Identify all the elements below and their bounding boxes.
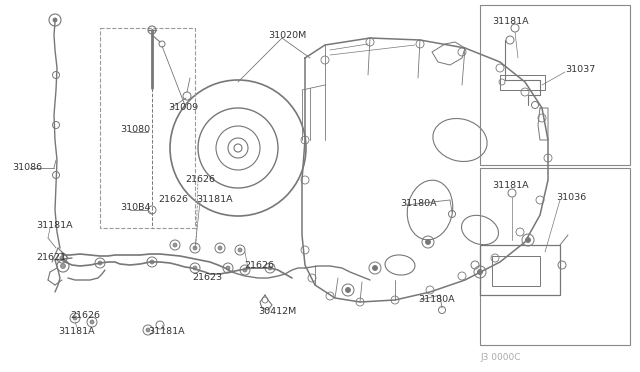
Text: 31181A: 31181A: [492, 180, 529, 189]
Circle shape: [61, 263, 65, 269]
Text: 31180A: 31180A: [418, 295, 454, 305]
Text: 21623: 21623: [192, 273, 222, 282]
Bar: [492, 256, 540, 286]
Text: 31020M: 31020M: [268, 32, 307, 41]
Circle shape: [372, 266, 378, 270]
Text: 31181A: 31181A: [58, 327, 95, 337]
Bar: [480, 245, 560, 295]
Text: 31037: 31037: [565, 65, 595, 74]
Circle shape: [243, 268, 247, 272]
Bar: [480, 5, 630, 165]
Circle shape: [193, 246, 197, 250]
Text: 310B4: 310B4: [120, 203, 150, 212]
Text: 21626: 21626: [185, 176, 215, 185]
Circle shape: [346, 288, 351, 292]
Text: 31086: 31086: [12, 164, 42, 173]
Text: 21626: 21626: [158, 196, 188, 205]
Text: 31180A: 31180A: [400, 199, 436, 208]
Text: 31080: 31080: [120, 125, 150, 135]
Circle shape: [226, 266, 230, 270]
Circle shape: [268, 266, 272, 270]
Circle shape: [53, 18, 57, 22]
Circle shape: [238, 248, 242, 252]
Circle shape: [146, 328, 150, 332]
Text: 31181A: 31181A: [148, 327, 184, 337]
Bar: [100, 28, 195, 228]
Text: J3 0000C: J3 0000C: [480, 353, 520, 362]
Text: 31181A: 31181A: [492, 17, 529, 26]
Text: 31181A: 31181A: [196, 196, 232, 205]
Circle shape: [477, 269, 483, 275]
Circle shape: [150, 260, 154, 264]
Circle shape: [426, 240, 431, 244]
Text: 21626: 21626: [70, 311, 100, 320]
Circle shape: [98, 261, 102, 265]
Text: 31036: 31036: [556, 193, 586, 202]
Circle shape: [218, 246, 222, 250]
Circle shape: [193, 266, 197, 270]
Text: 21626: 21626: [244, 260, 274, 269]
Text: 30412M: 30412M: [258, 308, 296, 317]
Circle shape: [73, 316, 77, 320]
Circle shape: [525, 237, 531, 243]
Circle shape: [60, 256, 64, 260]
Text: 21621: 21621: [36, 253, 66, 263]
Text: 31009: 31009: [168, 103, 198, 112]
Bar: [480, 168, 630, 345]
Circle shape: [173, 243, 177, 247]
Text: 31181A: 31181A: [36, 221, 72, 231]
Circle shape: [90, 320, 94, 324]
